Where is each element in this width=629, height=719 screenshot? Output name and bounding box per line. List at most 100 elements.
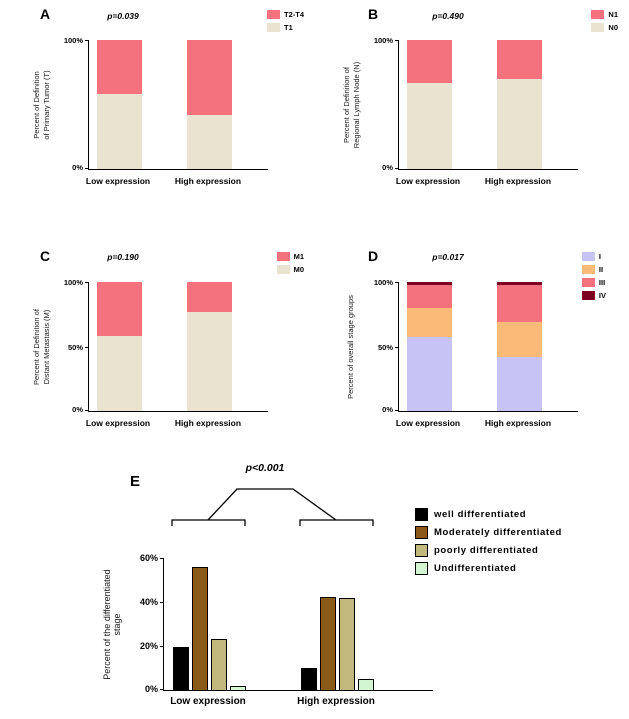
bar-segment-i	[497, 356, 542, 411]
legend-label: M0	[293, 265, 304, 274]
legend-B: N1 N0	[591, 10, 618, 32]
axis-tick	[160, 558, 164, 559]
y-tick-label: 40%	[139, 596, 158, 607]
y-axis-title-line: Distant Metastasis (M)	[42, 309, 52, 385]
bar-segment-n0	[407, 82, 452, 169]
panel-letter-D: D	[368, 248, 379, 264]
axis-tick	[85, 346, 89, 348]
bar-poorly-differentiated	[211, 639, 227, 690]
bar-segment-i	[407, 337, 452, 411]
bar-segment-m1	[187, 282, 232, 312]
y-axis-title-D: Percent of overall stage groups	[346, 282, 356, 412]
x-category-label: Low expression	[85, 176, 151, 186]
legend-item: T2-T4	[266, 10, 304, 19]
y-tick-label: 0%	[144, 684, 158, 694]
legend-swatch	[266, 23, 280, 32]
bar-group-low-expression	[173, 558, 246, 690]
panel-letter-C: C	[40, 248, 51, 264]
panel-D: D p=0.017 I II III IV Percent of overall…	[318, 242, 624, 462]
y-axis-title-E: Percent of the differentiated stage	[102, 569, 122, 680]
panel-letter-A: A	[40, 6, 51, 22]
axis-tick	[85, 282, 89, 283]
legend-item: N0	[591, 23, 618, 32]
legend-item: M0	[276, 265, 304, 274]
bar-segment-iv	[497, 282, 542, 285]
y-tick-label: 100%	[373, 278, 393, 287]
bar-segment-m1	[97, 282, 142, 337]
stacked-bar-low-expression	[97, 40, 142, 169]
plot-area-D: 100% 50% 0%	[374, 278, 578, 414]
bar-segment-m0	[97, 336, 142, 411]
bar-segment-n0	[497, 78, 542, 169]
stacked-bar-high-expression	[497, 40, 542, 169]
legend-item: M1	[276, 252, 304, 261]
bar-undifferentiated	[358, 679, 374, 690]
y-tick-label: 100%	[63, 278, 83, 287]
stacked-bar-low-expression	[407, 282, 452, 411]
y-axis-title-line: Regional Lymph Node (N)	[352, 61, 362, 149]
legend-swatch	[591, 23, 605, 32]
bar-segment-iii	[407, 284, 452, 308]
bar-well-differentiated	[173, 647, 189, 690]
legend-E: well differentiated Moderately different…	[415, 508, 562, 575]
y-tick-label: 20%	[139, 641, 158, 651]
legend-label: poorly differentiated	[434, 545, 539, 556]
x-category-label: Low expression	[395, 418, 461, 428]
legend-swatch	[581, 291, 595, 300]
y-axis-title-C: Percent of Definition of Distant Metasta…	[32, 282, 52, 412]
panel-E: E p<0.001 Percent of the differentiated …	[88, 460, 622, 718]
axis-tick	[85, 410, 89, 411]
legend-item: well differentiated	[415, 508, 562, 521]
legend-label: I	[598, 252, 601, 261]
axis-tick	[160, 689, 164, 690]
bar-poorly-differentiated	[339, 597, 355, 690]
legend-A: T2-T4 T1	[266, 10, 304, 32]
legend-item: II	[581, 265, 606, 274]
legend-label: M1	[293, 252, 304, 261]
panel-A: A p=0.039 T2-T4 T1 Percent of Definition…	[8, 2, 310, 238]
bar-segment-t1	[97, 94, 142, 169]
x-category-label: High expression	[484, 176, 552, 186]
bar-segment-ii	[407, 307, 452, 338]
x-category-label: High expression	[484, 418, 552, 428]
legend-swatch	[415, 508, 428, 521]
legend-swatch	[581, 265, 595, 274]
legend-swatch	[581, 278, 595, 287]
legend-swatch	[276, 252, 290, 261]
axis-tick	[395, 168, 399, 169]
bar-segment-t2-t4	[187, 40, 232, 115]
p-value-B: p=0.490	[432, 11, 464, 21]
panel-C: C p=0.190 M1 M0 Percent of Definition of…	[8, 242, 310, 462]
x-category-label: High expression	[174, 176, 242, 186]
y-axis-title-A: Percent of Definition of Primary Tumor (…	[32, 40, 52, 170]
y-axis-title-B: Percent of Definition of Regional Lymph …	[342, 40, 362, 170]
legend-swatch	[266, 10, 280, 19]
panel-B: B p=0.490 N1 N0 Percent of Definition of…	[318, 2, 624, 238]
stacked-bar-low-expression	[97, 282, 142, 411]
stacked-bar-high-expression	[187, 282, 232, 411]
y-tick-label: 60%	[139, 553, 158, 563]
y-tick-label: 100%	[373, 36, 393, 45]
legend-item: III	[581, 278, 606, 287]
x-category-label: Low expression	[170, 696, 246, 707]
legend-item: Undifferentiated	[415, 562, 562, 575]
legend-item: T1	[266, 23, 304, 32]
legend-label: II	[598, 265, 604, 274]
bar-moderately-differentiated	[320, 596, 336, 690]
plot-area-C: 100% 50% 0%	[64, 278, 268, 414]
bar-moderately-differentiated	[192, 566, 208, 690]
stacked-bar-low-expression	[407, 40, 452, 169]
legend-swatch	[415, 562, 428, 575]
legend-label: IV	[598, 291, 606, 300]
y-tick-label: 100%	[63, 36, 83, 45]
y-axis-title-line: Percent of Definition	[32, 71, 41, 139]
y-tick-label: 0%	[382, 405, 393, 414]
y-axis-title-line: Percent of overall stage groups	[346, 295, 355, 399]
stacked-bar-high-expression	[497, 282, 542, 411]
panel-letter-E: E	[130, 473, 141, 490]
axis-tick	[85, 168, 89, 169]
bar-segment-iii	[497, 284, 542, 322]
axis-tick	[160, 601, 164, 603]
legend-item: IV	[581, 291, 606, 300]
